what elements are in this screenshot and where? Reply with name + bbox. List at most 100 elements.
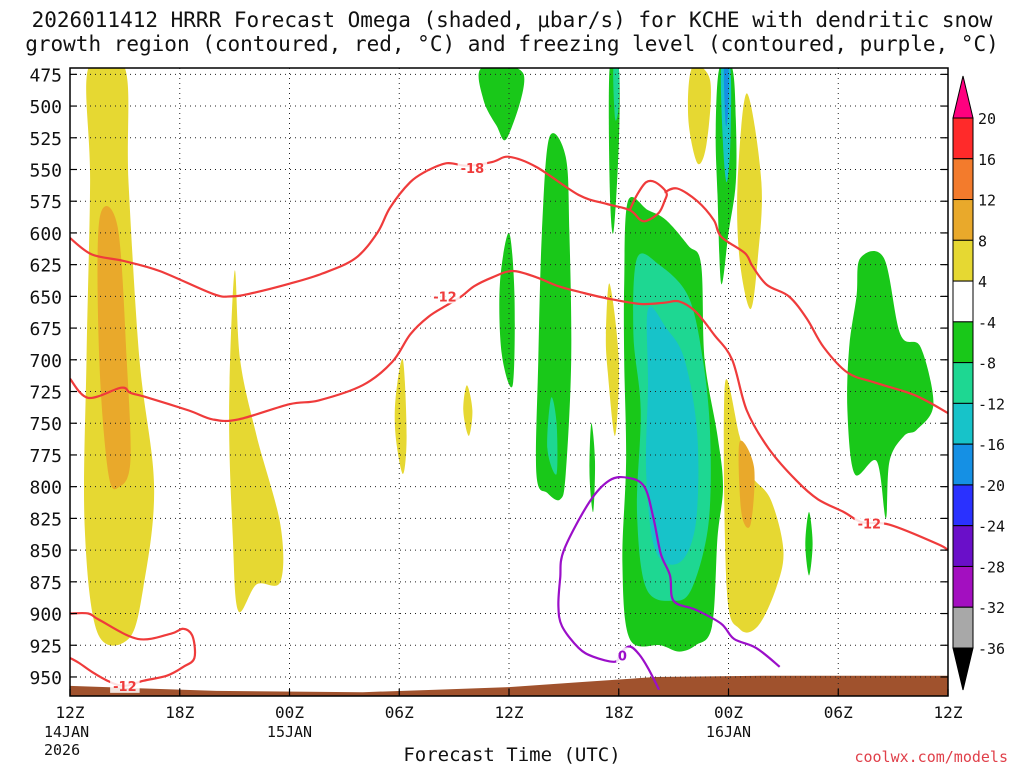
dgz-contour-3 bbox=[70, 269, 948, 552]
colorbar-bin-9 bbox=[952, 443, 974, 486]
colorbar-bin-13 bbox=[952, 606, 974, 649]
colorbar-bin-8 bbox=[952, 402, 974, 445]
credit-text: coolwx.com/models bbox=[854, 748, 1008, 766]
contour-label-0: -18 bbox=[461, 162, 485, 177]
y-tick-label-925: 925 bbox=[29, 636, 62, 657]
colorbar-label-8: -16 bbox=[978, 436, 1005, 454]
omega-region-22 bbox=[645, 306, 699, 565]
omega-region-2 bbox=[229, 270, 284, 613]
colorbar-bin-4 bbox=[952, 239, 974, 282]
omega-region-17 bbox=[805, 512, 813, 576]
chart-title-line1: 2026011412 HRRR Forecast Omega (shaded, … bbox=[31, 8, 993, 32]
x-tick-label-0: 12Z bbox=[56, 703, 85, 722]
y-tick-label-775: 775 bbox=[29, 446, 62, 467]
contour-label-4: 0 bbox=[618, 649, 627, 664]
y-tick-label-675: 675 bbox=[29, 319, 62, 340]
x-tick-label-30: 18Z bbox=[604, 703, 633, 722]
omega-region-10 bbox=[478, 68, 525, 141]
y-tick-label-725: 725 bbox=[29, 383, 62, 404]
colorbar-top-triangle bbox=[952, 75, 974, 119]
omega-region-11 bbox=[499, 232, 515, 388]
omega-region-9 bbox=[738, 440, 755, 528]
dgz-contour-1 bbox=[70, 169, 428, 298]
y-tick-label-750: 750 bbox=[29, 414, 62, 435]
colorbar-label-6: -8 bbox=[978, 355, 996, 373]
y-tick-label-475: 475 bbox=[29, 65, 62, 86]
colorbar-label-7: -12 bbox=[978, 395, 1005, 413]
colorbar-bin-5 bbox=[952, 280, 974, 323]
y-tick-label-950: 950 bbox=[29, 668, 62, 689]
contour-label-3: -12 bbox=[113, 680, 137, 695]
x-date-label-12: 15JAN bbox=[267, 723, 312, 741]
colorbar-bin-11 bbox=[952, 525, 974, 567]
colorbar-label-9: -20 bbox=[978, 477, 1005, 495]
colorbar-label-2: 12 bbox=[978, 192, 996, 210]
x-tick-label-18: 06Z bbox=[385, 703, 414, 722]
omega-region-12 bbox=[535, 133, 572, 501]
contour-label-2: -12 bbox=[858, 517, 882, 532]
colorbar-label-13: -36 bbox=[978, 640, 1005, 658]
colorbar-label-12: -32 bbox=[978, 599, 1005, 617]
omega-region-14 bbox=[589, 423, 596, 513]
dgz-contour-4 bbox=[70, 611, 197, 688]
colorbar-bin-12 bbox=[952, 565, 974, 608]
colorbar-bin-10 bbox=[952, 484, 974, 527]
colorbar-bottom-triangle bbox=[952, 647, 974, 691]
contour-label-bg-4 bbox=[616, 647, 629, 663]
x-tick-label-12: 00Z bbox=[275, 703, 304, 722]
x-date-label-36: 16JAN bbox=[706, 723, 751, 741]
y-tick-label-900: 900 bbox=[29, 605, 62, 626]
omega-region-20 bbox=[547, 397, 558, 475]
colorbar-label-4: 4 bbox=[978, 273, 987, 291]
y-tick-label-650: 650 bbox=[29, 287, 62, 308]
colorbar: 20 16 12 8 4 -4 -8 -12 -16 -20 -24 -28 -32 -36 bbox=[952, 75, 1005, 691]
x-date-label-0: 14JAN bbox=[44, 723, 89, 741]
contour-label-bg-3 bbox=[110, 677, 140, 693]
omega-region-8 bbox=[723, 379, 784, 633]
dgz-contour-0 bbox=[426, 155, 668, 223]
y-tick-label-700: 700 bbox=[29, 351, 62, 372]
y-tick-label-525: 525 bbox=[29, 129, 62, 150]
contour-label-bg-2 bbox=[854, 515, 885, 531]
y-tick-label-850: 850 bbox=[29, 541, 62, 562]
dgz-contour-2 bbox=[664, 187, 948, 415]
x-axis-title: Forecast Time (UTC) bbox=[403, 744, 621, 766]
colorbar-bin-7 bbox=[952, 362, 974, 404]
contour-label-1: -12 bbox=[433, 290, 457, 305]
colorbar-label-0: 20 bbox=[978, 110, 996, 128]
axes-layer: 475 500 525 550 575 600 625 650 675 700 725 750 775 8… bbox=[29, 65, 962, 759]
colorbar-label-10: -24 bbox=[978, 518, 1005, 536]
x-tick-label-24: 12Z bbox=[495, 703, 524, 722]
y-tick-label-500: 500 bbox=[29, 97, 62, 118]
colorbar-label-11: -28 bbox=[978, 558, 1005, 576]
omega-region-21 bbox=[613, 68, 620, 121]
omega-region-3 bbox=[394, 358, 407, 474]
colorbar-label-3: 8 bbox=[978, 232, 987, 250]
contour-label-bg-1 bbox=[430, 288, 460, 304]
omega-region-6 bbox=[737, 93, 762, 310]
omega-region-4 bbox=[463, 385, 473, 436]
contour-label-bg-0 bbox=[457, 160, 488, 176]
colorbar-bin-1 bbox=[952, 117, 974, 160]
omega-region-18 bbox=[847, 250, 934, 519]
x-tick-label-36: 00Z bbox=[714, 703, 743, 722]
y-tick-label-825: 825 bbox=[29, 509, 62, 530]
colorbar-bin-3 bbox=[952, 199, 974, 241]
colorbar-label-5: -4 bbox=[978, 314, 996, 332]
contour-label-layer: -18 -12 -12 -12 0 bbox=[110, 160, 885, 695]
x-tick-label-42: 06Z bbox=[824, 703, 853, 722]
omega-region-7 bbox=[605, 283, 619, 436]
x-tick-label-48: 12Z bbox=[934, 703, 963, 722]
omega-region-24 bbox=[723, 68, 729, 127]
omega-region-1 bbox=[97, 206, 131, 490]
y-tick-label-600: 600 bbox=[29, 224, 62, 245]
y-tick-label-875: 875 bbox=[29, 573, 62, 594]
colorbar-bin-6 bbox=[952, 321, 974, 364]
x-tick-label-6: 18Z bbox=[165, 703, 194, 722]
y-tick-label-550: 550 bbox=[29, 160, 62, 181]
y-tick-label-575: 575 bbox=[29, 192, 62, 213]
colorbar-bin-2 bbox=[952, 158, 974, 201]
omega-region-5 bbox=[687, 68, 711, 165]
